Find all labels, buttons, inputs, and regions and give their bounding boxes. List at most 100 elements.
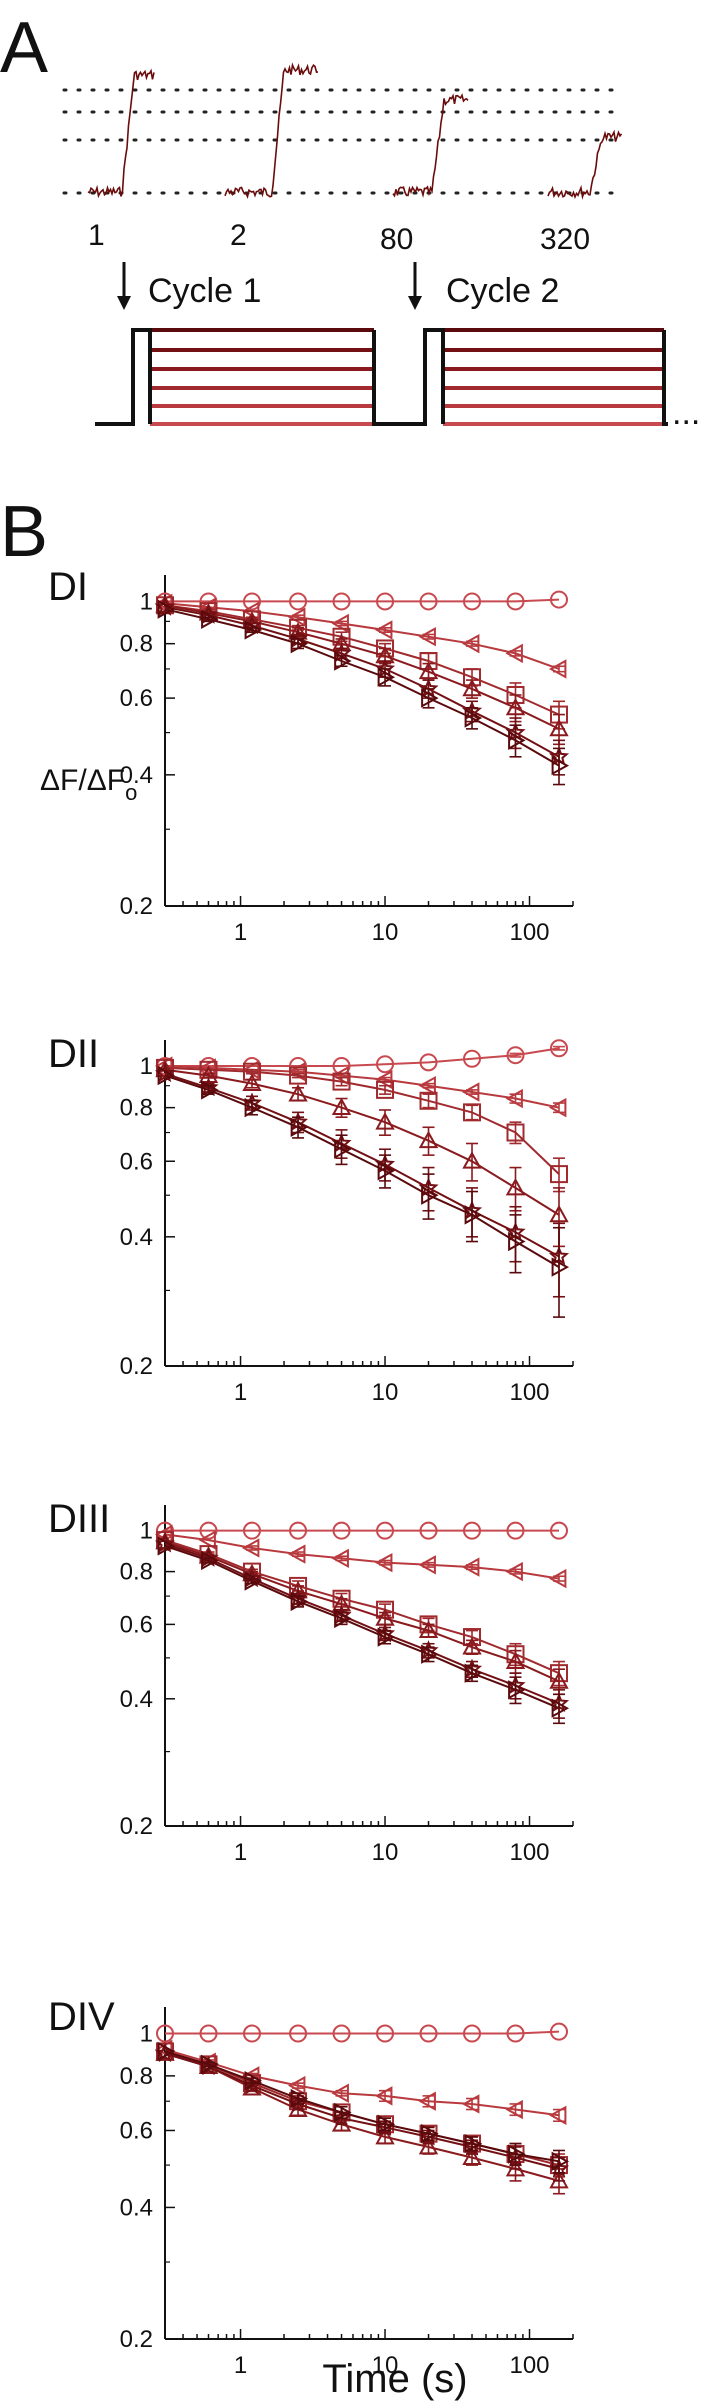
data-point-marker (157, 1536, 176, 1556)
data-point-marker (508, 1231, 526, 1252)
data-point-marker (508, 1680, 526, 1700)
data-point-marker (289, 1066, 308, 1085)
series-line (164, 604, 560, 716)
y-axis-title: ΔF/ΔFo (40, 764, 137, 805)
data-point-marker (464, 1663, 483, 1683)
series-line (164, 1539, 560, 1675)
data-point-marker (505, 1651, 526, 1669)
data-point-marker (549, 2022, 568, 2041)
data-point-marker (374, 620, 393, 640)
fluorescence-trace (224, 62, 319, 199)
cycle-1-arrow (117, 262, 131, 310)
data-point-marker (418, 1075, 436, 1096)
data-point-marker (290, 2088, 309, 2109)
data-point-marker (199, 1521, 218, 1540)
voltage-protocol (95, 328, 668, 426)
data-point-marker (332, 1521, 351, 1540)
series-triangle-left (154, 593, 567, 679)
series-line (164, 1065, 560, 1109)
data-point-marker (377, 2114, 396, 2134)
series-line (165, 598, 560, 603)
y-tick-label: 0.6 (120, 1148, 153, 1175)
data-point-marker (375, 1112, 395, 1130)
data-point-marker (463, 592, 482, 611)
y-axis-title-main: ΔF/ΔF (40, 764, 125, 797)
series-triangle-right (157, 599, 570, 786)
y-tick-label: 0.6 (120, 685, 153, 712)
series-line (164, 2052, 560, 2170)
data-point-marker (463, 1049, 482, 1068)
data-point-marker (462, 1637, 482, 1655)
y-tick-label: 0.2 (120, 1353, 153, 1380)
data-point-marker (375, 2126, 395, 2145)
series-circle (156, 1521, 568, 1540)
x-tick-label: 1 (234, 1379, 247, 1406)
data-point-marker (374, 1552, 393, 1573)
x-tick-label: 10 (372, 919, 399, 946)
data-point-marker (242, 2024, 261, 2043)
data-point-marker (464, 708, 483, 728)
data-point-marker (549, 1039, 568, 1058)
data-point-marker (551, 1257, 570, 1277)
cycle-1-label: Cycle 1 (148, 272, 261, 310)
series-triangle-right (157, 2041, 570, 2174)
series-line (164, 1074, 560, 1268)
data-point-marker (201, 609, 219, 629)
series-triangle-left (154, 1524, 567, 1589)
data-point-marker (508, 730, 526, 751)
data-point-marker (506, 1521, 525, 1540)
data-point-marker (244, 2070, 263, 2091)
data-point-marker (290, 1591, 309, 1612)
series-line (164, 1541, 560, 1683)
cycle-2-arrow (408, 262, 422, 310)
trace-label-80: 80 (380, 223, 413, 256)
series-line (164, 1072, 560, 1258)
data-point-marker (421, 1644, 439, 1664)
series-line (165, 1047, 560, 1067)
data-point-marker (549, 1165, 568, 1184)
data-point-marker (157, 1065, 176, 1086)
y-tick-label: 0.4 (120, 2194, 153, 2221)
y-tick-label: 0.4 (120, 1224, 153, 1251)
data-point-marker (331, 2083, 349, 2103)
series-line (164, 602, 560, 670)
data-point-marker (289, 1521, 308, 1540)
data-point-marker (421, 1185, 439, 1205)
data-point-marker (290, 633, 309, 654)
data-point-marker (548, 659, 567, 679)
chart-di: DI 1 10 100 0.2 0.4 0.6 0.8 1 (48, 565, 574, 946)
data-point-marker (419, 2024, 438, 2043)
series-triangle-left (154, 2039, 567, 2125)
data-point-marker (334, 1608, 352, 1629)
panel-b-charts: DI 1 10 100 0.2 0.4 0.6 0.8 1 DII 1 10 100 0.2 0.4 0.6 0… (48, 565, 574, 2379)
data-point-marker (505, 2099, 523, 2120)
data-point-marker (548, 1568, 567, 1589)
data-point-marker (288, 1084, 308, 1102)
data-point-marker (508, 2144, 526, 2164)
series-square (156, 1531, 568, 1687)
fluorescence-trace (392, 93, 469, 198)
data-point-marker (334, 651, 352, 671)
data-point-marker (242, 1521, 261, 1540)
series-triangle-right (157, 1065, 570, 1318)
data-point-marker (198, 1530, 216, 1550)
panel-b-letter: B (0, 492, 48, 572)
data-point-marker (548, 1097, 567, 1118)
data-point-marker (331, 1097, 352, 1116)
protocol-outline (95, 328, 668, 426)
series-circle (156, 590, 568, 611)
data-point-marker (157, 599, 176, 619)
data-point-marker (419, 1521, 438, 1540)
chart-div: DIV 1 10 100 0.2 0.4 0.6 0.8 1 (48, 1995, 574, 2379)
data-point-marker (374, 1069, 393, 1090)
continuation-ellipsis: ... (672, 394, 700, 432)
data-point-marker (241, 1538, 260, 1558)
data-point-marker (289, 592, 308, 611)
chart-diii: DIII 1 10 100 0.2 0.4 0.6 0.8 1 (48, 1497, 574, 1866)
data-point-marker (505, 1088, 523, 1109)
data-point-marker (332, 592, 351, 611)
y-tick-label: 0.4 (120, 762, 153, 789)
series-line (164, 608, 560, 767)
series-line (164, 604, 560, 730)
fluorescence-traces (87, 62, 623, 200)
